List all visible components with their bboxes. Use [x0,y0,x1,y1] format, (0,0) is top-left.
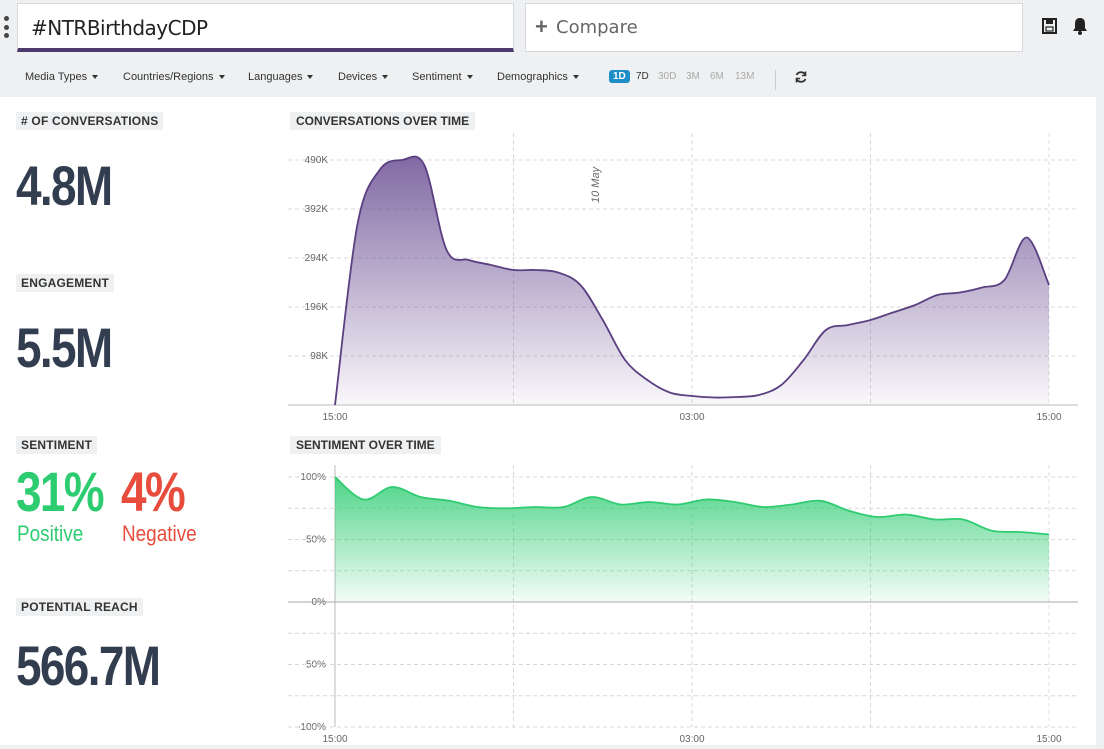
dashboard-panel: # OF CONVERSATIONS 4.8M ENGAGEMENT 5.5M … [0,97,1096,745]
conversations-area [335,156,1049,405]
positive-sentiment-value: 31% [16,460,105,523]
compare-placeholder: Compare [556,17,638,38]
caret-down-icon [92,75,99,80]
engagement-title: ENGAGEMENT [16,274,115,292]
search-input[interactable]: #NTRBirthdayCDP [17,3,514,52]
save-icon[interactable] [1041,16,1059,36]
range-6m[interactable]: 6M [710,71,724,82]
filter-demographics[interactable]: Demographics [497,71,579,83]
range-13m[interactable]: 13M [735,71,755,82]
refresh-icon[interactable] [794,70,808,84]
filter-label: Countries/Regions [123,71,214,83]
caret-down-icon [307,75,314,80]
filter-sentiment[interactable]: Sentiment [412,71,473,83]
filter-label: Sentiment [412,71,462,83]
search-query: #NTRBirthdayCDP [31,16,208,40]
caret-down-icon [382,75,389,80]
y-tick-label: 100% [300,472,326,483]
x-tick-label: 15:00 [1036,412,1061,423]
range-1d[interactable]: 1D [609,70,630,83]
range-7d[interactable]: 7D [636,71,649,82]
caret-down-icon [466,75,473,80]
conversations-value: 4.8M [16,154,113,217]
filter-label: Languages [248,71,303,83]
filter-media-types[interactable]: Media Types [25,71,99,83]
engagement-value: 5.5M [16,316,113,379]
filter-countries-regions[interactable]: Countries/Regions [123,71,225,83]
negative-sentiment-value: 4% [121,460,186,523]
sentiment-chart: 100%50%0%-50%-100%15:00 03:00 15:00 [288,465,1078,745]
divider [775,70,776,90]
positive-label: Positive [17,521,84,546]
filter-languages[interactable]: Languages [248,71,314,83]
sentiment-chart-title: SENTIMENT OVER TIME [290,436,441,454]
y-tick-label: 392K [305,204,329,215]
y-tick-label: 98K [310,351,328,362]
y-tick-label: 196K [305,302,329,313]
filter-devices[interactable]: Devices [338,71,389,83]
bell-icon[interactable] [1071,16,1089,36]
plus-icon: + [535,14,548,39]
x-tick-label: 03:00 [679,412,704,423]
filter-label: Media Types [25,71,88,83]
y-tick-label: -50% [303,660,326,671]
conversations-line [334,155,1050,406]
x-tick-label: 15:00 [322,734,347,745]
range-30d[interactable]: 30D [658,71,677,82]
x-tick-label: 15:00 [322,412,347,423]
conversations-chart: 98K 196K 294K 392K 490K 15:00 03:00 15:00 10 May [288,133,1078,423]
date-annotation: 10 May [590,165,602,203]
y-tick-label: 294K [305,253,329,264]
x-tick-label: 03:00 [679,734,704,745]
filter-bar: Media Types Countries/Regions Languages … [0,62,1104,94]
filter-label: Devices [338,71,378,83]
filter-label: Demographics [497,71,568,83]
y-tick-label: 490K [305,155,329,166]
reach-title: POTENTIAL REACH [16,598,143,616]
compare-input[interactable]: + Compare [525,3,1023,52]
range-3m[interactable]: 3M [686,71,700,82]
kebab-menu-icon[interactable] [2,16,10,38]
top-bar: #NTRBirthdayCDP + Compare [0,0,1104,60]
reach-value: 566.7M [16,634,161,697]
conversations-chart-title: CONVERSATIONS OVER TIME [290,112,476,130]
sentiment-line [334,476,1050,536]
caret-down-icon [572,75,579,80]
negative-label: Negative [122,521,197,546]
caret-down-icon [218,75,225,80]
conversations-title: # OF CONVERSATIONS [16,112,164,130]
sentiment-title: SENTIMENT [16,436,98,454]
x-tick-label: 15:00 [1036,734,1061,745]
